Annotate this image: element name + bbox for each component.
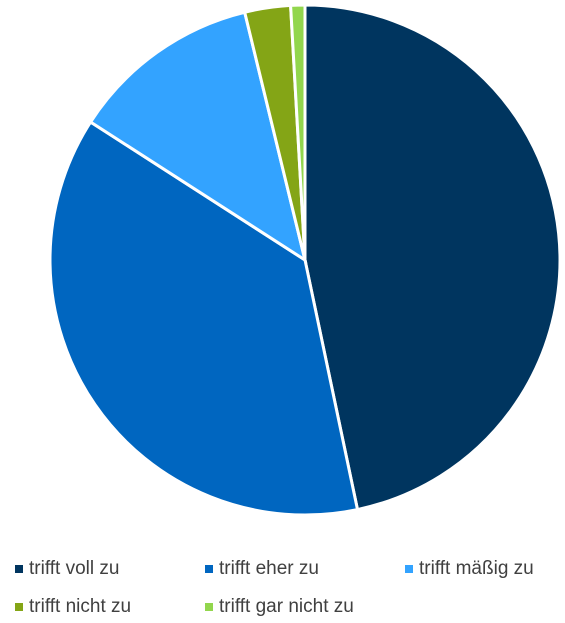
legend-swatch [15,603,23,611]
pie-slice [289,3,307,261]
legend-label: trifft gar nicht zu [219,596,354,617]
pie-slice [48,119,360,517]
legend-label: trifft nicht zu [29,596,131,617]
legend-label: trifft eher zu [219,558,319,579]
legend-label: trifft voll zu [29,558,119,579]
legend-label: trifft mäßig zu [419,558,534,579]
legend-swatch [405,565,413,573]
pie-slice [88,10,308,264]
legend-swatch [15,565,23,573]
pie-slice [303,3,562,512]
legend-swatch [205,565,213,573]
legend-swatch [205,603,213,611]
